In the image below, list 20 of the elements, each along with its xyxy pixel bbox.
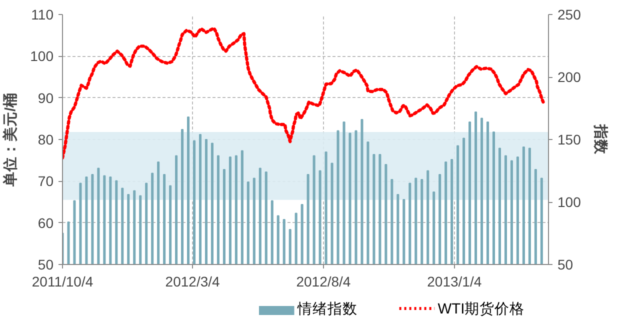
y-axis-title: 单位：美元/桶 bbox=[1, 92, 20, 188]
y-tick-label: 50 bbox=[38, 256, 54, 272]
x-tick-label: 2012/8/4 bbox=[296, 274, 351, 290]
y2-tick-label: 200 bbox=[558, 69, 582, 85]
y2-tick-label: 50 bbox=[558, 256, 574, 272]
y-tick-label: 80 bbox=[38, 132, 54, 148]
x-tick-label: 2012/3/4 bbox=[165, 274, 220, 290]
y2-axis-title: 指数 bbox=[592, 124, 609, 156]
x-tick-label: 2011/10/4 bbox=[32, 274, 94, 290]
y2-tick-label: 150 bbox=[558, 132, 582, 148]
y2-tick-label: 250 bbox=[558, 6, 582, 22]
legend-label: 情绪指数 bbox=[296, 300, 358, 318]
y-tick-label: 70 bbox=[38, 173, 54, 190]
y2-tick-label: 100 bbox=[558, 194, 582, 210]
y-tick-label: 60 bbox=[38, 214, 54, 231]
legend-label: WTI期货价格 bbox=[438, 300, 525, 318]
y-tick-label: 90 bbox=[38, 90, 54, 106]
x-tick-label: 2013/1/4 bbox=[427, 274, 482, 290]
y-tick-label: 100 bbox=[30, 48, 54, 64]
y-tick-label: 110 bbox=[31, 6, 54, 22]
